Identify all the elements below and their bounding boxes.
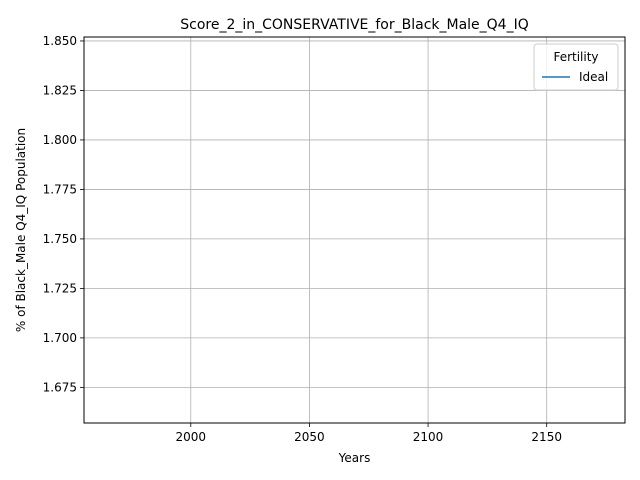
y-tick-label: 1.825 [43, 83, 77, 97]
legend: Fertility Ideal [533, 43, 619, 91]
x-tick-label: 2150 [531, 430, 562, 444]
x-tick-label: 2000 [176, 430, 207, 444]
y-tick-label: 1.800 [43, 133, 77, 147]
chart-title: Score_2_in_CONSERVATIVE_for_Black_Male_Q… [180, 17, 528, 33]
y-tick-label: 1.775 [43, 182, 77, 196]
x-axis-label: Years [338, 451, 371, 465]
y-gridlines [84, 40, 625, 388]
y-tick-label: 1.725 [43, 281, 77, 295]
x-gridlines [190, 37, 548, 423]
y-tick-label: 1.675 [43, 380, 77, 394]
legend-box [533, 43, 619, 91]
legend-title: Fertility [553, 50, 598, 64]
y-axis-ticks: 1.675 1.700 1.725 1.750 1.775 1.800 1.825 1.850 [43, 34, 84, 394]
plot-frame [83, 36, 626, 424]
x-axis-ticks: 2000 2050 2100 2150 [176, 423, 562, 444]
y-tick-label: 1.750 [43, 232, 77, 246]
legend-entry-ideal: Ideal [579, 70, 608, 84]
y-tick-label: 1.700 [43, 331, 77, 345]
x-tick-label: 2100 [413, 430, 444, 444]
y-tick-label: 1.850 [43, 34, 77, 48]
y-axis-label: % of Black_Male Q4_IQ Population [14, 128, 28, 332]
x-tick-label: 2050 [294, 430, 325, 444]
